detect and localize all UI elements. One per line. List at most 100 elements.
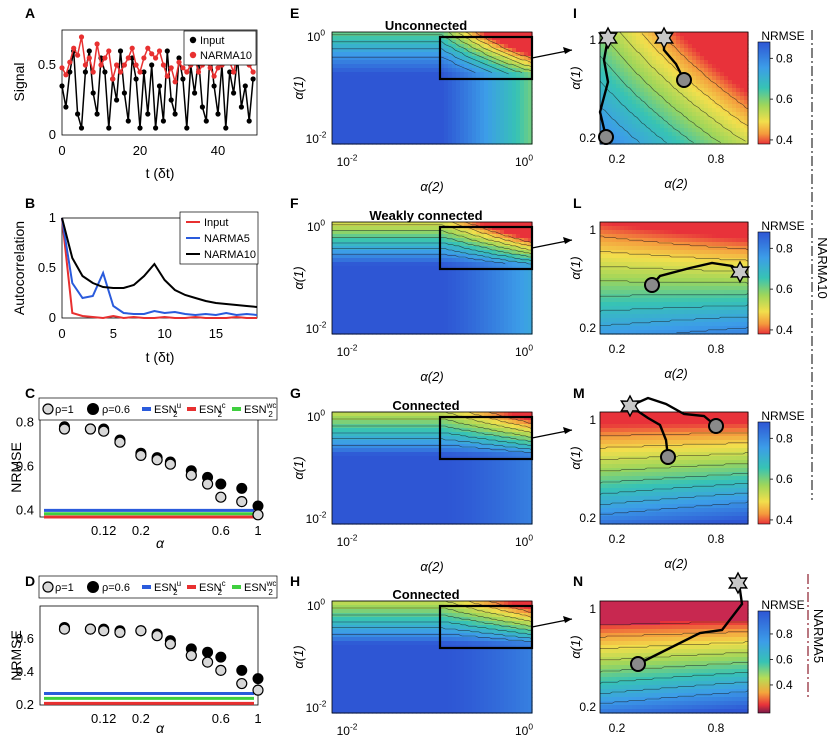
heat-cell [488, 286, 493, 291]
heat-cell [520, 254, 525, 259]
heat-cell [424, 32, 429, 37]
heat-cell [520, 468, 525, 473]
heat-cell [488, 120, 493, 125]
heat-cell [480, 330, 485, 335]
heat-cell [364, 601, 369, 606]
heat-cell [404, 124, 409, 129]
heat-cell [396, 460, 401, 465]
heat-cell [484, 44, 489, 49]
heat-cell [428, 428, 433, 433]
heat-cell [432, 242, 437, 247]
heat-cell [456, 242, 461, 247]
heat-cell [452, 242, 457, 247]
heat-cell [364, 270, 369, 275]
heat-cell [344, 633, 349, 638]
heat-cell [448, 516, 453, 521]
heat-cell [356, 669, 361, 674]
heat-cell [372, 693, 377, 698]
heat-cell [364, 669, 369, 674]
heat-cell [416, 629, 421, 634]
heat-cell [460, 504, 465, 509]
heat-cell [448, 112, 453, 117]
heat-cell [456, 100, 461, 105]
heat-cell [336, 456, 341, 461]
heat-cell [412, 108, 417, 113]
heat-cell [472, 230, 477, 235]
heat-cell [368, 124, 373, 129]
heat-cell [356, 68, 361, 73]
heat-cell [484, 488, 489, 493]
heat-cell [508, 258, 513, 263]
heat-cell [372, 641, 377, 646]
heat-cell [492, 440, 497, 445]
heat-cell [356, 60, 361, 65]
heat-cell [408, 306, 413, 311]
heat-cell [456, 286, 461, 291]
heat-cell [488, 80, 493, 85]
heat-cell [360, 254, 365, 259]
heat-cell [336, 250, 341, 255]
heat-cell [404, 258, 409, 263]
heat-cell [500, 516, 505, 521]
heat-cell [376, 460, 381, 465]
heat-cell [336, 100, 341, 105]
heat-cell [512, 230, 517, 235]
heat-cell [404, 697, 409, 702]
heat-cell [392, 88, 397, 93]
heat-cell [492, 234, 497, 239]
heat-cell [368, 508, 373, 513]
heat-cell [524, 60, 529, 65]
heat-cell [344, 250, 349, 255]
heat-cell [452, 136, 457, 141]
heat-cell [352, 36, 357, 41]
heat-cell [500, 270, 505, 275]
heat-cell [356, 112, 361, 117]
heat-cell [476, 472, 481, 477]
heat-cell [332, 60, 337, 65]
heat-cell [376, 484, 381, 489]
contour-line [448, 31, 533, 72]
heat-cell [444, 520, 449, 525]
heat-cell [500, 226, 505, 231]
heat-cell [480, 68, 485, 73]
heat-cell [388, 48, 393, 53]
heat-cell [388, 36, 393, 41]
heat-cell [444, 92, 449, 97]
heat-cell [380, 500, 385, 505]
heat-cell [504, 290, 509, 295]
heat-cell [340, 88, 345, 93]
heat-cell [452, 80, 457, 85]
heat-cell [504, 124, 509, 129]
heat-cell [392, 709, 397, 714]
heat-cell [368, 84, 373, 89]
heat-cell [364, 290, 369, 295]
heat-cell [420, 56, 425, 61]
heat-cell [348, 609, 353, 614]
heat-cell [376, 621, 381, 626]
heat-cell [344, 80, 349, 85]
heat-cell [516, 440, 521, 445]
heat-cell [480, 460, 485, 465]
heat-cell [364, 136, 369, 141]
heat-cell [388, 685, 393, 690]
heat-cell [528, 480, 533, 485]
heat-cell [356, 32, 361, 37]
heat-cell [392, 226, 397, 231]
heat-cell [376, 108, 381, 113]
heat-cell [424, 68, 429, 73]
heat-cell [432, 302, 437, 307]
heat-cell [340, 234, 345, 239]
heat-cell [512, 116, 517, 121]
heat-cell [492, 36, 497, 41]
heat-cell [416, 262, 421, 267]
heat-cell [472, 128, 477, 133]
heat-cell [332, 136, 337, 141]
heat-cell [400, 649, 405, 654]
heat-cell [396, 290, 401, 295]
heat-cell [456, 476, 461, 481]
heat-cell [392, 104, 397, 109]
heat-cell [472, 140, 477, 145]
heat-cell [500, 64, 505, 69]
heat-cell [400, 52, 405, 57]
heat-cell [528, 290, 533, 295]
